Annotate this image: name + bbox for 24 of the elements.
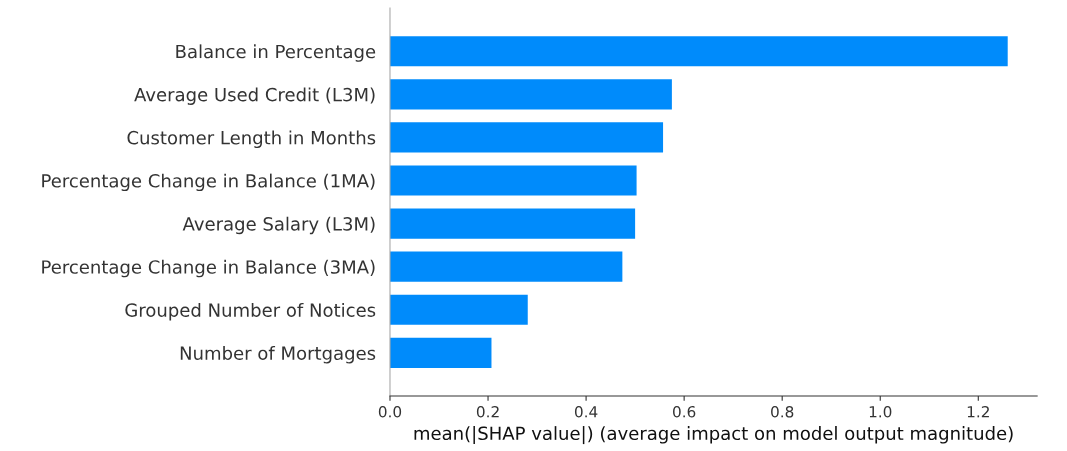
x-tick-label: 0.8 [771, 405, 794, 418]
y-tick-label: Customer Length in Months [127, 130, 376, 149]
bar [389, 122, 664, 153]
y-tick-label: Percentage Change in Balance (1MA) [42, 173, 375, 192]
bar [389, 208, 636, 239]
x-axis-title: mean(|SHAP value|) (average impact on model output magnitude) [414, 426, 1013, 445]
x-tick-label: 1.2 [967, 405, 989, 418]
bar [389, 165, 637, 196]
y-tick-label: Average Used Credit (L3M) [134, 87, 375, 105]
bar [389, 337, 492, 368]
bar [389, 251, 623, 282]
y-tick-label: Balance in Percentage [176, 44, 376, 62]
y-tick-label: Average Salary (L3M) [182, 216, 375, 235]
x-tick-label: 0.2 [476, 405, 499, 418]
x-tick-label: 0.0 [378, 405, 402, 418]
bar [389, 79, 672, 110]
y-tick-label: Percentage Change in Balance (3MA) [42, 259, 375, 278]
x-tick-label: 0.4 [574, 405, 598, 418]
bar [389, 294, 528, 325]
y-tick-label: Number of Mortgages [180, 346, 376, 364]
y-tick-label: Grouped Number of Notices [125, 302, 376, 321]
bar [389, 36, 1008, 67]
x-tick-label: 1.0 [869, 405, 892, 418]
x-tick-label: 0.6 [673, 405, 696, 418]
